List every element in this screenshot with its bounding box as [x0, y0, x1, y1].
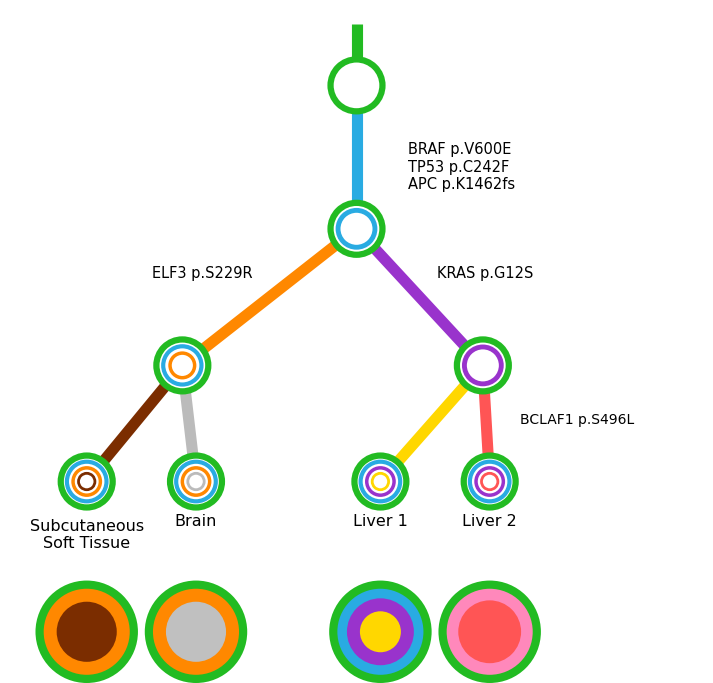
Circle shape	[43, 589, 130, 675]
Circle shape	[347, 598, 414, 665]
Circle shape	[170, 456, 222, 507]
Circle shape	[366, 468, 394, 495]
Circle shape	[67, 462, 106, 501]
Circle shape	[61, 456, 113, 507]
Circle shape	[372, 473, 389, 490]
Circle shape	[170, 353, 195, 378]
Circle shape	[331, 203, 382, 255]
Circle shape	[73, 468, 101, 495]
Circle shape	[464, 347, 501, 384]
Text: BRAF p.V600E
TP53 p.C242F
APC p.K1462fs: BRAF p.V600E TP53 p.C242F APC p.K1462fs	[408, 143, 515, 192]
Circle shape	[354, 456, 406, 507]
Circle shape	[337, 589, 424, 675]
Circle shape	[476, 468, 503, 495]
Circle shape	[457, 339, 509, 391]
Circle shape	[481, 473, 498, 490]
Text: BCLAF1 p.S496L: BCLAF1 p.S496L	[520, 413, 635, 427]
Text: ELF3 p.S229R: ELF3 p.S229R	[152, 266, 252, 281]
Circle shape	[188, 473, 204, 490]
Circle shape	[78, 473, 95, 490]
Text: Brain: Brain	[175, 514, 217, 529]
Circle shape	[176, 462, 216, 501]
Text: KRAS p.G12S: KRAS p.G12S	[437, 266, 533, 281]
Circle shape	[56, 602, 117, 662]
Circle shape	[163, 346, 202, 385]
Circle shape	[166, 602, 226, 662]
Circle shape	[470, 462, 510, 501]
Circle shape	[145, 581, 247, 683]
Text: Liver 1: Liver 1	[353, 514, 408, 529]
Circle shape	[329, 581, 431, 683]
Circle shape	[463, 456, 515, 507]
Circle shape	[36, 581, 138, 683]
Circle shape	[153, 589, 239, 675]
Text: Liver 2: Liver 2	[462, 514, 517, 529]
Circle shape	[438, 581, 541, 683]
Circle shape	[183, 468, 210, 495]
Circle shape	[446, 589, 533, 675]
Circle shape	[458, 600, 521, 663]
Circle shape	[361, 462, 400, 501]
Circle shape	[331, 59, 382, 111]
Text: Subcutaneous
Soft Tissue: Subcutaneous Soft Tissue	[30, 519, 144, 551]
Circle shape	[156, 339, 208, 391]
Circle shape	[360, 611, 401, 652]
Circle shape	[338, 210, 375, 247]
